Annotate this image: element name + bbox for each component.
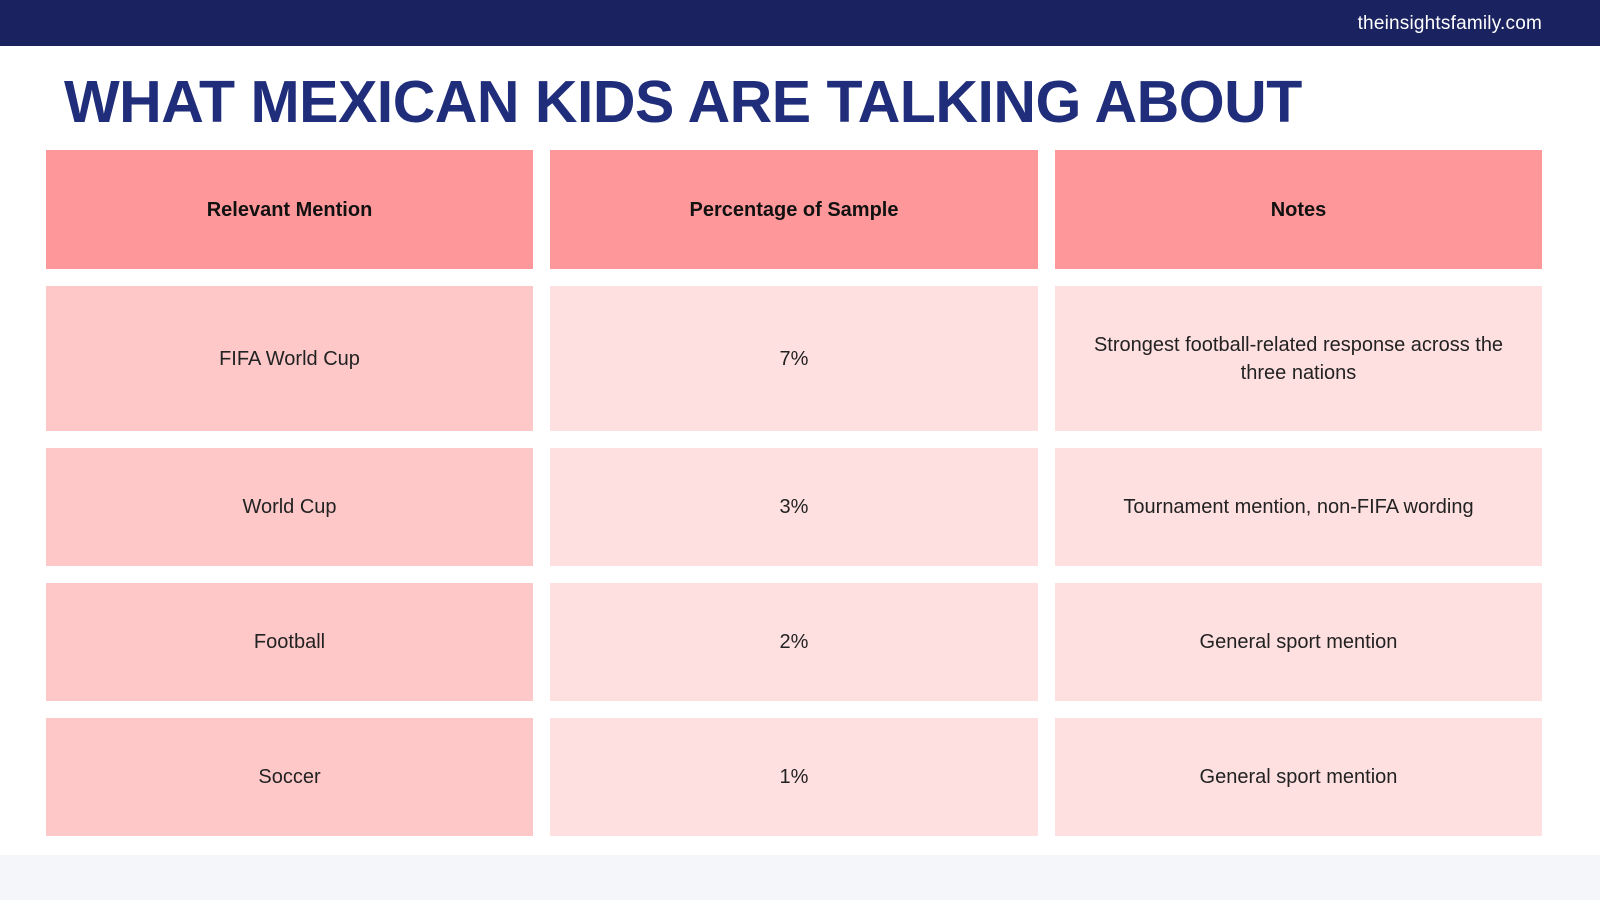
table-cell-percentage: 7% <box>550 286 1038 431</box>
table-cell-percentage: 3% <box>550 448 1038 566</box>
header-cell-percentage: Percentage of Sample <box>550 150 1038 269</box>
header-cell-relevant-mention: Relevant Mention <box>46 150 533 269</box>
mentions-table: Relevant Mention Percentage of Sample No… <box>46 150 1542 836</box>
table-cell-percentage: 2% <box>550 583 1038 701</box>
top-bar: theinsightsfamily.com <box>0 0 1600 46</box>
table-cell-mention: FIFA World Cup <box>46 286 533 431</box>
slide: WHAT MEXICAN KIDS ARE TALKING ABOUT Rele… <box>0 46 1600 855</box>
header-cell-notes: Notes <box>1055 150 1542 269</box>
table-cell-mention: Soccer <box>46 718 533 836</box>
table-cell-mention: Football <box>46 583 533 701</box>
table-cell-mention: World Cup <box>46 448 533 566</box>
table-cell-notes: General sport mention <box>1055 583 1542 701</box>
table-cell-notes: Strongest football-related response acro… <box>1055 286 1542 431</box>
page-title: WHAT MEXICAN KIDS ARE TALKING ABOUT <box>64 69 1302 135</box>
site-url: theinsightsfamily.com <box>1357 13 1542 34</box>
table-cell-notes: Tournament mention, non-FIFA wording <box>1055 448 1542 566</box>
table-cell-percentage: 1% <box>550 718 1038 836</box>
table-cell-notes: General sport mention <box>1055 718 1542 836</box>
